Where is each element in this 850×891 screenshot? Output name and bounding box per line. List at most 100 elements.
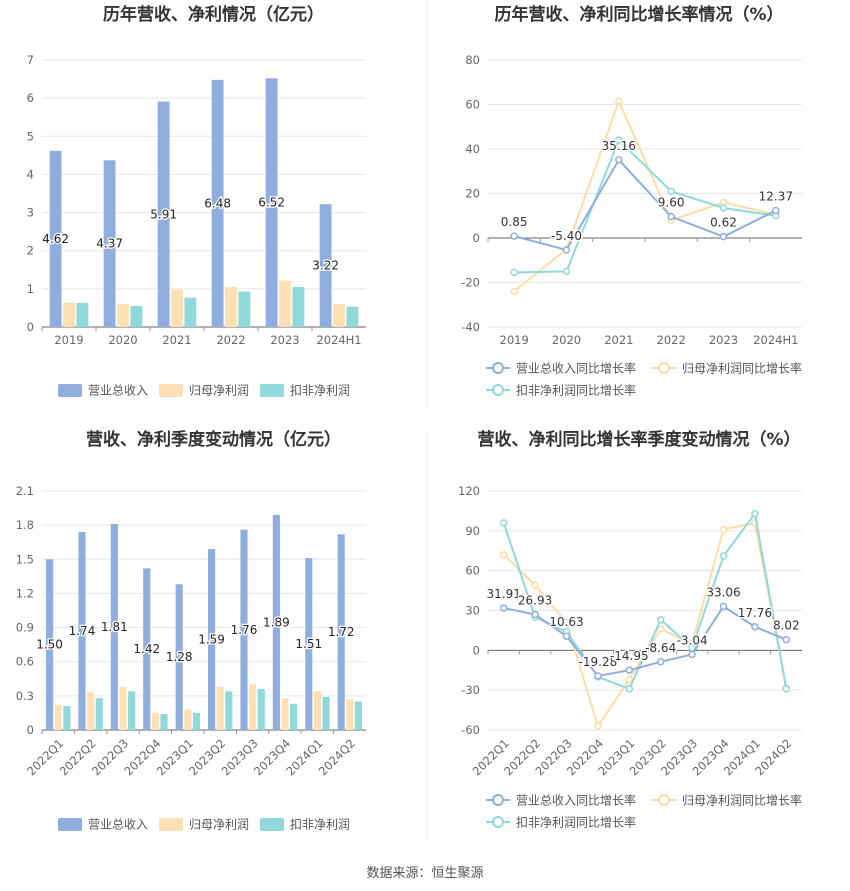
bar-revenue xyxy=(272,514,280,730)
legend-label: 扣非净利润同比增长率 xyxy=(516,815,636,830)
data-point xyxy=(510,268,518,277)
data-label: 9.60 xyxy=(658,196,685,210)
y-tick-label: 6 xyxy=(27,91,34,105)
y-tick-label: -20 xyxy=(461,276,480,290)
data-point xyxy=(625,685,634,693)
data-label: 1.51 xyxy=(295,637,322,651)
x-tick-label: 2020 xyxy=(552,333,581,347)
x-tick-label: 2022 xyxy=(657,333,686,347)
legend-swatch xyxy=(159,384,183,397)
data-point xyxy=(656,616,665,624)
y-tick-label: 0 xyxy=(27,723,34,737)
bar-net-profit xyxy=(313,691,321,730)
bar-deducted-profit xyxy=(290,703,298,730)
bar-net-profit xyxy=(119,686,127,730)
data-point xyxy=(594,722,602,730)
y-tick-label: 20 xyxy=(465,187,480,201)
bar-revenue xyxy=(49,150,62,327)
bar-deducted-profit xyxy=(160,714,168,730)
legend-label: 扣非净利润 xyxy=(290,818,350,832)
data-point xyxy=(499,519,508,527)
panel-divider-vertical-lower xyxy=(427,432,428,840)
data-point xyxy=(615,156,623,164)
data-label: 1.89 xyxy=(263,615,290,629)
data-point xyxy=(499,550,508,559)
bar-revenue xyxy=(305,558,313,730)
x-tick-label: 2023 xyxy=(709,333,738,347)
data-point xyxy=(625,675,634,684)
y-tick-label: -30 xyxy=(461,683,480,697)
y-tick-label: 0 xyxy=(473,643,480,657)
bar-net-profit xyxy=(117,304,129,327)
data-label: 1.42 xyxy=(133,642,160,656)
data-point xyxy=(719,525,728,534)
y-tick-label: -60 xyxy=(461,723,480,737)
bar-net-profit xyxy=(151,712,159,730)
series-line-0 xyxy=(513,158,777,252)
data-point xyxy=(719,552,728,560)
y-tick-label: 0 xyxy=(27,320,34,334)
x-tick-label: 2021 xyxy=(162,333,191,347)
bar-revenue xyxy=(103,160,116,327)
data-source-note: 数据来源：恒生聚源 xyxy=(366,866,484,881)
chart-annual-growth-rate-svg: 历年营收、净利同比增长率情况（%） -40 -20 0 20 40 60 80 2019 2020… xyxy=(461,4,802,398)
bar-revenue xyxy=(110,524,118,730)
x-tick-label: 2023 xyxy=(270,333,299,347)
y-tick-label: -40 xyxy=(461,320,480,334)
x-tick-label: 2024H1 xyxy=(753,333,798,347)
legend-swatch xyxy=(260,384,284,397)
y-tick-label: 0.6 xyxy=(16,655,34,669)
panel-divider-vertical xyxy=(427,0,428,408)
chart-quarterly-growth-rate-svg: 营收、净利同比增长率季度变动情况（%）-60-3003060901202022Q… xyxy=(458,429,802,830)
y-tick-label: 2.1 xyxy=(16,484,34,498)
y-tick-label: 120 xyxy=(458,484,480,498)
legend-label: 营业总收入 xyxy=(88,818,148,832)
bar-deducted-profit xyxy=(130,306,143,327)
legend-swatch xyxy=(58,818,82,831)
y-tick-label: 2 xyxy=(27,244,34,258)
legend-label: 归母净利润同比增长率 xyxy=(682,793,802,808)
chart-annual-growth-rate: 历年营收、净利同比增长率情况（%） -40 -20 0 20 40 60 80 2019 2020… xyxy=(428,0,850,420)
legend-label: 归母净利润 xyxy=(189,818,249,832)
bar-net-profit xyxy=(216,686,224,730)
bar-revenue xyxy=(78,531,86,730)
legend-swatch xyxy=(260,818,284,831)
data-label: -8.64 xyxy=(645,641,676,655)
bar-deducted-profit xyxy=(95,698,103,730)
data-label: 1.76 xyxy=(231,623,258,637)
data-point xyxy=(531,581,539,590)
data-point xyxy=(615,97,623,105)
series-line-2 xyxy=(514,138,776,274)
bar-net-profit xyxy=(171,289,183,327)
data-point xyxy=(667,187,675,196)
bar-net-profit xyxy=(279,280,291,327)
series-line-1 xyxy=(513,98,777,293)
legend-label: 营业总收入同比增长率 xyxy=(516,361,636,376)
chart-quarterly-growth-rate: 营收、净利同比增长率季度变动情况（%） -60 -30 0 30 60 90 120 2022Q… xyxy=(428,421,850,851)
y-tick-label: 1.8 xyxy=(16,518,34,532)
y-tick-label: 7 xyxy=(27,53,34,67)
x-tick-label: 2019 xyxy=(500,333,529,347)
data-point xyxy=(562,246,571,254)
data-label: 6.48 xyxy=(204,196,231,210)
series-line-0 xyxy=(503,605,787,678)
y-tick-label: 1.2 xyxy=(16,586,34,600)
data-label: 4.62 xyxy=(42,232,69,246)
legend-swatch-marker xyxy=(658,362,670,374)
bar-revenue xyxy=(157,101,170,327)
legend-swatch-marker xyxy=(492,816,504,828)
legend-swatch-marker xyxy=(492,384,504,396)
chart-title: 营收、净利同比增长率季度变动情况（%） xyxy=(477,429,800,450)
chart-quarterly-revenue-profit: 营收、净利季度变动情况（亿元） 0 0.3 0.6 0.9 1.2 1.5 1.8 2.1 202… xyxy=(0,421,427,851)
y-tick-label: 80 xyxy=(465,53,480,67)
data-label: 5.91 xyxy=(150,207,177,221)
legend-label: 营业总收入同比增长率 xyxy=(516,793,636,808)
y-tick-label: 0 xyxy=(473,231,480,245)
data-point xyxy=(667,212,675,221)
bar-revenue xyxy=(337,534,345,730)
data-label: 10.63 xyxy=(549,615,583,629)
data-label: -19.28 xyxy=(579,655,618,669)
data-point xyxy=(782,685,791,693)
y-tick-label: 0.3 xyxy=(16,689,34,703)
legend-swatch xyxy=(58,384,82,397)
